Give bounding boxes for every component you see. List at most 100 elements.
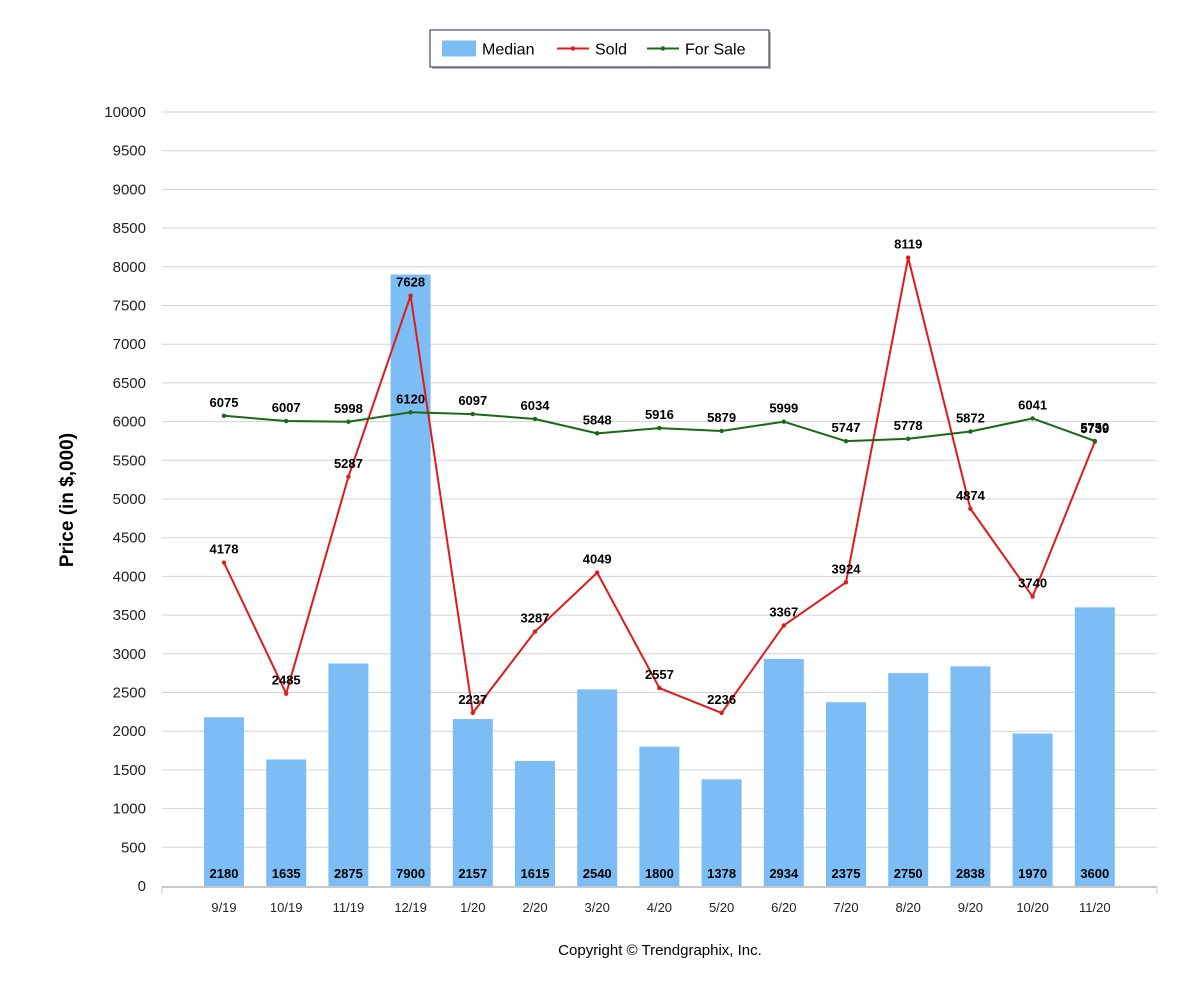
sold-value-label-11-19: 5287 <box>334 456 363 471</box>
y-tick-label-7000: 7000 <box>113 336 146 353</box>
sold-value-label-9-20: 4874 <box>956 488 986 503</box>
x-tick-label-3-20: 3/20 <box>585 900 610 915</box>
axes: 0 500 1000 1500 2000 2500 3000 3500 4000 4500 5000… <box>104 104 1158 915</box>
median-bar-8-20 <box>888 673 929 886</box>
y-tick-label-5500: 5500 <box>113 452 146 469</box>
x-tick-label-2-20: 2/20 <box>522 900 547 915</box>
y-tick-label-9000: 9000 <box>113 181 146 198</box>
x-tick-label-10-19: 10/19 <box>270 900 303 915</box>
sold-value-label-10-20: 3740 <box>1018 576 1047 591</box>
y-tick-label-6500: 6500 <box>113 375 146 392</box>
median-bar-11-19 <box>328 663 369 886</box>
y-tick-label-0: 0 <box>138 878 146 895</box>
y-tick-label-9500: 9500 <box>113 143 146 160</box>
sold-point-9-19 <box>221 560 227 565</box>
y-tick-label-7500: 7500 <box>113 298 146 315</box>
median-bar-10-20 <box>1012 733 1053 886</box>
for-sale-point-9-20 <box>968 429 973 434</box>
y-tick-label-4000: 4000 <box>113 568 146 585</box>
median-bar-5-20 <box>701 779 742 886</box>
sold-value-label-5-20: 2236 <box>707 692 736 707</box>
sold-point-8-20 <box>906 255 911 260</box>
x-tick-label-11-19: 11/19 <box>333 900 365 915</box>
legend: Median Sold For Sale <box>429 29 771 69</box>
for-sale-point-7-20 <box>843 438 849 444</box>
y-tick-label-3000: 3000 <box>113 646 146 663</box>
x-tick-label-10-20: 10/20 <box>1016 900 1049 915</box>
y-tick-label-2500: 2500 <box>113 685 146 702</box>
for-sale-point-2-20 <box>532 416 538 422</box>
median-value-label-1-20: 2157 <box>458 866 487 881</box>
median-value-label-2-20: 1615 <box>521 866 550 881</box>
copyright-text: Copyright © Trendgraphix, Inc. <box>558 942 762 959</box>
median-bar-6-20 <box>763 658 804 886</box>
for-sale-value-label-9-19: 6075 <box>210 395 239 410</box>
median-value-label-9-20: 2838 <box>956 866 985 881</box>
x-tick-label-7-20: 7/20 <box>833 900 858 915</box>
median-value-label-9-19: 2180 <box>210 866 239 881</box>
sold-value-label-1-20: 2237 <box>458 692 487 707</box>
x-tick-label-9-19: 9/19 <box>211 900 236 915</box>
for-sale-point-3-20 <box>595 431 600 436</box>
sold-value-label-10-19: 2485 <box>272 673 301 688</box>
median-bar-10-19 <box>266 759 307 886</box>
sold-point-3-20 <box>595 570 600 575</box>
median-bar-3-20 <box>577 689 618 886</box>
sold-value-label-7-20: 3924 <box>832 561 862 576</box>
y-tick-label-2000: 2000 <box>113 723 146 740</box>
median-bar-11-20 <box>1074 607 1115 886</box>
sold-point-6-20 <box>781 623 786 628</box>
data-labels: 2180 1635 2875 7900 2157 1615 2540 1800 1378 2934… <box>210 237 1110 881</box>
legend-box <box>429 29 770 68</box>
for-sale-point-5-20 <box>719 428 724 434</box>
for-sale-point-6-20 <box>781 419 786 424</box>
for-sale-value-label-4-20: 5916 <box>645 407 674 422</box>
y-tick-label-1000: 1000 <box>113 801 146 818</box>
y-tick-label-4500: 4500 <box>113 530 146 547</box>
legend-label-for-sale: For Sale <box>685 42 746 59</box>
sold-value-label-3-20: 4049 <box>583 552 612 567</box>
for-sale-value-label-6-20: 5999 <box>769 401 798 416</box>
for-sale-point-10-20 <box>1030 416 1035 421</box>
for-sale-point-11-19 <box>346 419 351 424</box>
sold-point-12-19 <box>408 293 413 298</box>
y-tick-label-6000: 6000 <box>113 414 146 431</box>
line-series <box>221 255 1098 716</box>
sold-point-1-20 <box>470 710 475 716</box>
sold-point-10-19 <box>284 691 289 696</box>
y-tick-label-10000: 10000 <box>104 104 146 121</box>
x-tick-label-4-20: 4/20 <box>647 900 672 915</box>
x-tick-label-5-20: 5/20 <box>709 900 734 915</box>
median-value-label-11-19: 2875 <box>334 866 363 881</box>
median-bar-9-19 <box>204 717 244 886</box>
for-sale-value-label-8-20: 5778 <box>894 418 923 433</box>
median-value-label-4-20: 1800 <box>645 866 674 881</box>
x-tick-label-12-19: 12/19 <box>394 900 427 915</box>
for-sale-value-label-2-20: 6034 <box>521 398 551 413</box>
sold-point-9-20 <box>968 506 973 511</box>
median-value-label-6-20: 2934 <box>769 866 799 881</box>
gridlines <box>162 111 1157 848</box>
for-sale-value-label-7-20: 5747 <box>832 420 861 435</box>
y-tick-label-8000: 8000 <box>113 259 146 276</box>
sold-value-label-6-20: 3367 <box>769 604 798 619</box>
for-sale-point-1-20 <box>470 411 475 417</box>
median-bar-2-20 <box>515 760 555 886</box>
sold-value-label-8-20: 8119 <box>894 237 922 252</box>
median-value-label-10-19: 1635 <box>272 866 301 881</box>
sold-point-5-20 <box>719 710 724 716</box>
x-tick-label-8-20: 8/20 <box>896 900 921 915</box>
legend-marker-sold <box>570 46 576 51</box>
y-tick-label-500: 500 <box>121 839 146 856</box>
x-tick-label-9-20: 9/20 <box>958 900 983 915</box>
median-bar-9-20 <box>950 666 991 886</box>
median-value-label-11-20: 3600 <box>1080 866 1109 881</box>
sold-point-11-19 <box>346 474 351 479</box>
for-sale-point-11-20 <box>1092 438 1098 444</box>
for-sale-value-label-9-20: 5872 <box>956 411 985 426</box>
median-bars <box>204 274 1115 886</box>
sold-point-7-20 <box>843 580 849 585</box>
sold-value-label-9-19: 4178 <box>210 542 239 557</box>
legend-marker-for-sale <box>660 46 666 51</box>
legend-label-sold: Sold <box>595 42 627 59</box>
